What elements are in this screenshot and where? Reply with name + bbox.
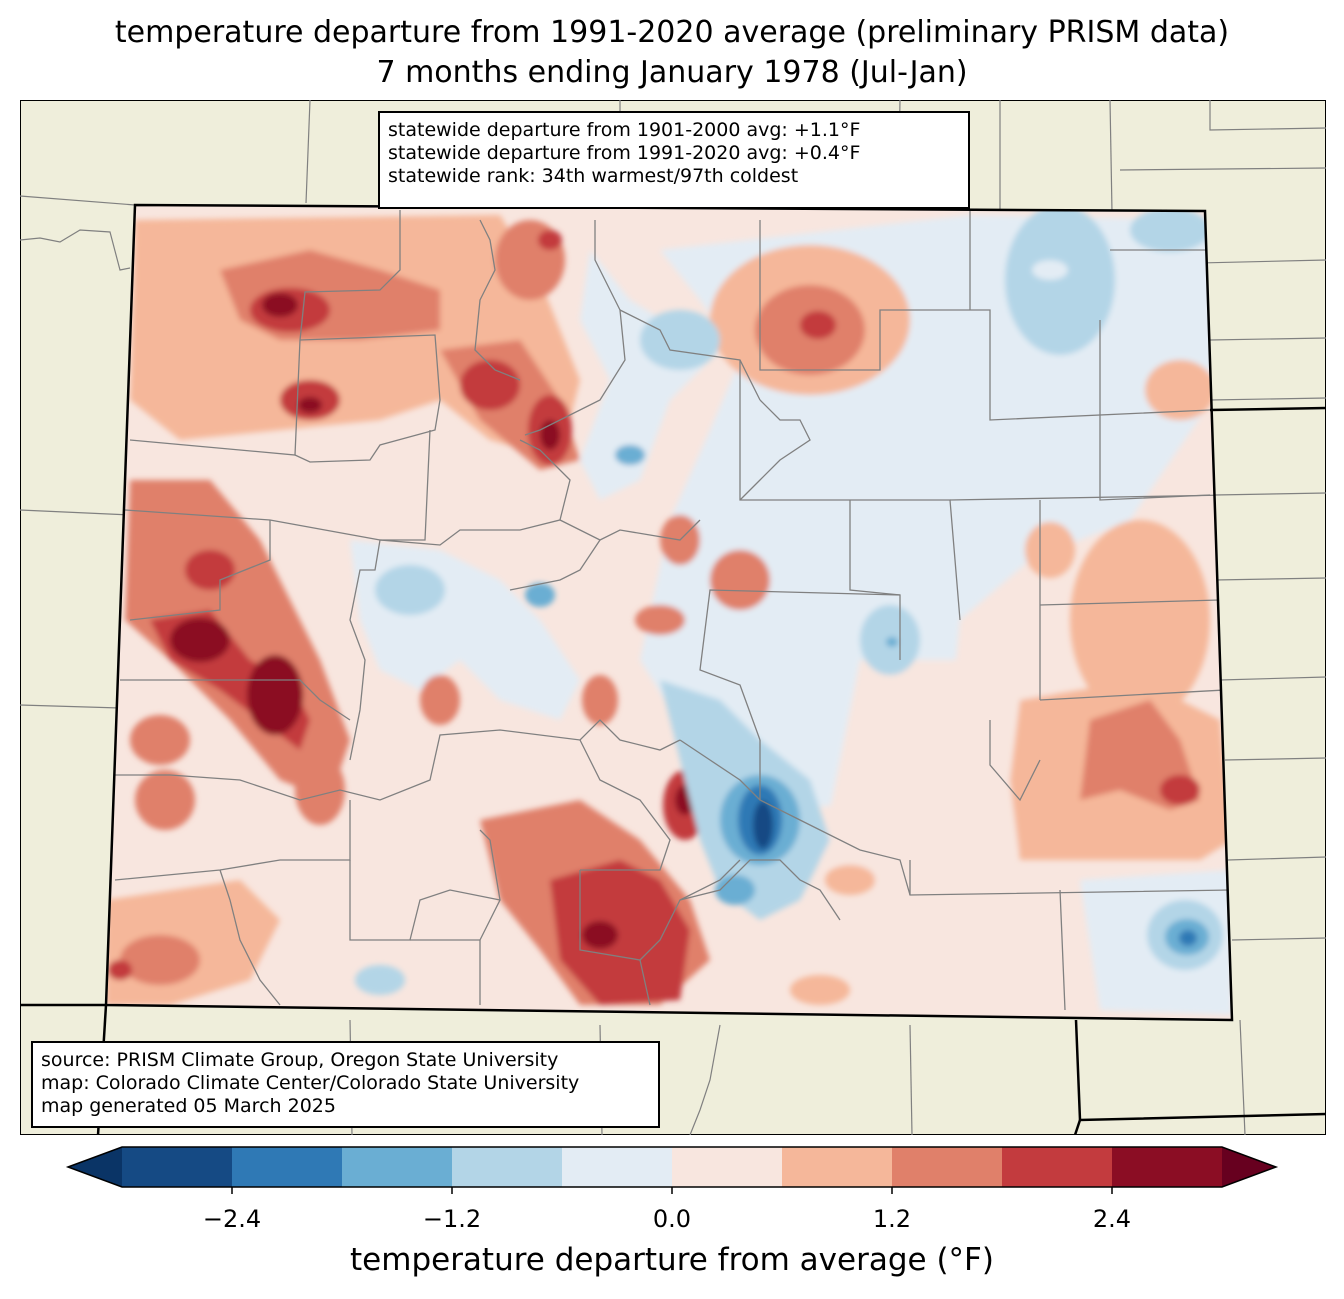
- stats-line-rank: statewide rank: 34th warmest/97th coldes…: [388, 165, 799, 187]
- colorbar-tick-label-3: 1.2: [872, 1205, 912, 1233]
- colorbar-bin-2: [342, 1147, 452, 1187]
- map-title-line2: 7 months ending January 1978 (Jul-Jan): [376, 55, 968, 90]
- stats-line-departure-1901: statewide departure from 1901-2000 avg: …: [388, 119, 861, 141]
- colorbar-bin-4: [562, 1147, 672, 1187]
- colorbar-bin-5: [672, 1147, 782, 1187]
- stats-line-departure-1991: statewide departure from 1991-2020 avg: …: [388, 142, 861, 164]
- colorbar-label: temperature departure from average (°F): [350, 1242, 994, 1278]
- colorbar: [65, 1146, 1279, 1194]
- colorbar-bin-8: [1002, 1147, 1112, 1187]
- colorbar-extend-min: [68, 1147, 122, 1187]
- colorbar-bin-7: [892, 1147, 1002, 1187]
- colorbar-bin-3: [452, 1147, 562, 1187]
- colorado-temperature-map: [20, 100, 1326, 1135]
- colorbar-tick-label-0: −2.4: [202, 1205, 262, 1233]
- credits-source: source: PRISM Climate Group, Oregon Stat…: [41, 1049, 559, 1071]
- credits-generated: map generated 05 March 2025: [41, 1095, 336, 1117]
- colorbar-tick-label-2: 0.0: [652, 1205, 692, 1233]
- credits-map: map: Colorado Climate Center/Colorado St…: [41, 1072, 580, 1094]
- colorbar-outline: [65, 1146, 1279, 1188]
- statewide-stats-box: statewide departure from 1901-2000 avg: …: [378, 111, 970, 209]
- colorbar-bin-1: [232, 1147, 342, 1187]
- colorbar-tick-label-1: −1.2: [422, 1205, 482, 1233]
- credits-box: source: PRISM Climate Group, Oregon Stat…: [31, 1041, 660, 1128]
- colorbar-tick-label-4: 2.4: [1092, 1205, 1132, 1233]
- map-title-line1: temperature departure from 1991-2020 ave…: [114, 15, 1230, 50]
- colorbar-bin-0: [122, 1147, 232, 1187]
- colorbar-bin-6: [782, 1147, 892, 1187]
- colorado-county-lines: [114, 210, 1232, 1011]
- colorbar-extend-max: [1222, 1147, 1276, 1187]
- colorbar-bin-9: [1112, 1147, 1222, 1187]
